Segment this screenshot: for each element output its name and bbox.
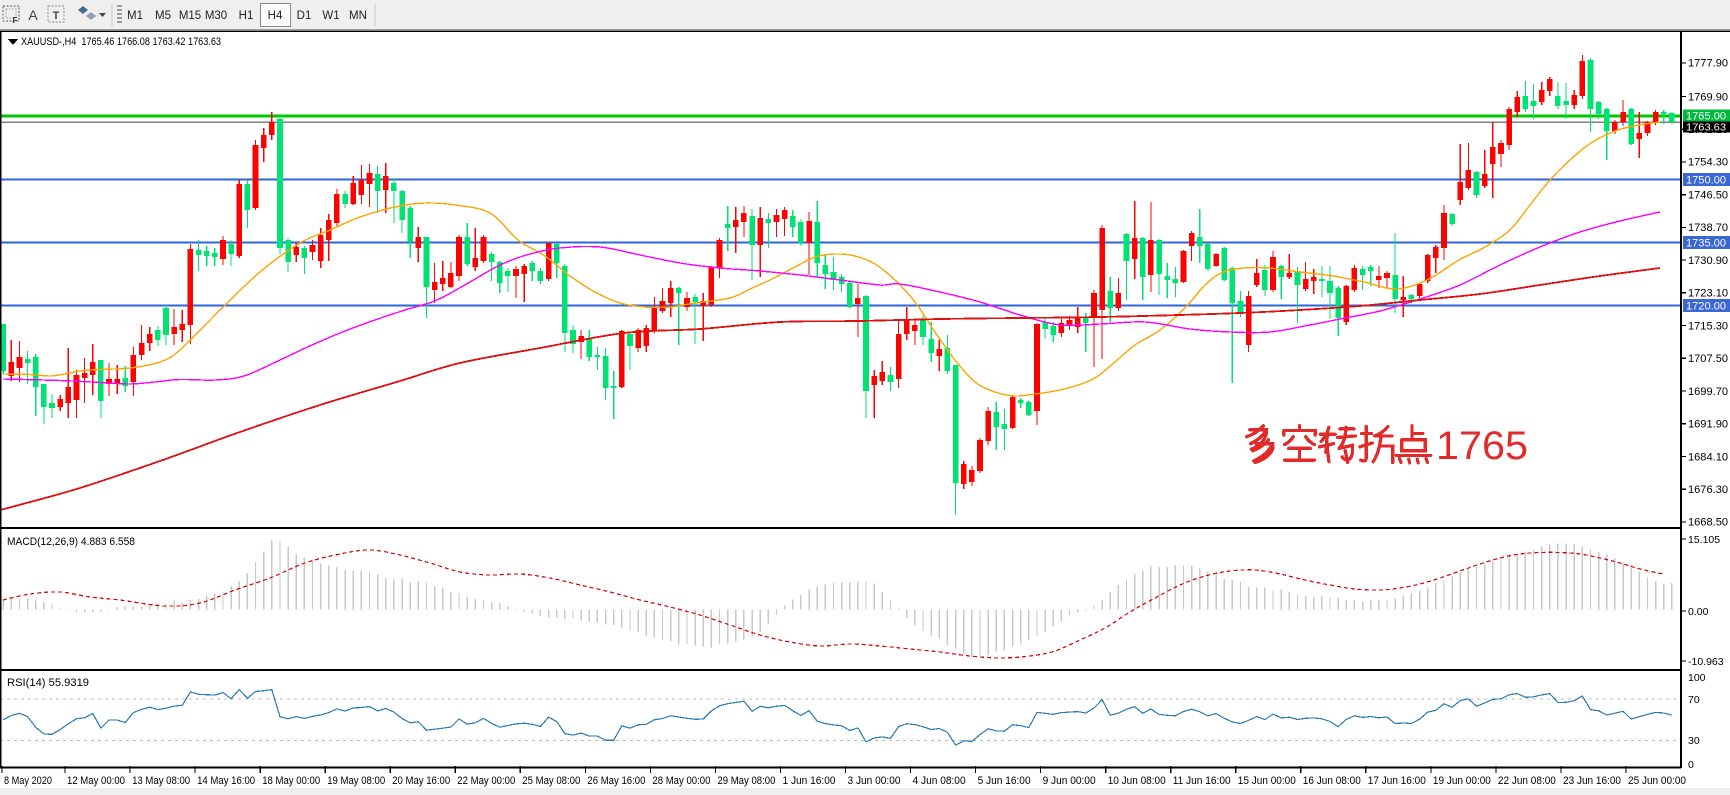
svg-text:-10.963: -10.963 [1688,656,1724,668]
svg-text:0.00: 0.00 [1688,606,1709,618]
svg-text:15.105: 15.105 [1688,534,1720,546]
svg-text:1765: 1765 [1436,424,1528,468]
svg-text:13 May 08:00: 13 May 08:00 [132,775,190,787]
svg-text:15 Jun 00:00: 15 Jun 00:00 [1238,775,1296,787]
svg-text:16 Jun 08:00: 16 Jun 08:00 [1303,775,1361,787]
svg-text:14 May 16:00: 14 May 16:00 [197,775,255,787]
svg-text:30: 30 [1688,735,1700,747]
svg-text:H4: H4 [268,10,283,22]
svg-text:T: T [53,10,60,22]
svg-text:1750.00: 1750.00 [1686,175,1726,187]
svg-text:29 May 08:00: 29 May 08:00 [717,775,775,787]
svg-text:1777.90: 1777.90 [1688,58,1728,70]
svg-text:1668.50: 1668.50 [1688,517,1728,529]
svg-text:1730.90: 1730.90 [1688,255,1728,267]
svg-text:1676.30: 1676.30 [1688,484,1728,496]
svg-text:1720.00: 1720.00 [1686,301,1726,313]
svg-text:8 May 2020: 8 May 2020 [4,775,52,787]
svg-text:1746.50: 1746.50 [1688,190,1728,202]
svg-text:100: 100 [1688,672,1706,684]
svg-text:9 Jun 00:00: 9 Jun 00:00 [1043,775,1096,787]
svg-text:1 Jun 16:00: 1 Jun 16:00 [783,775,836,787]
svg-text:23 Jun 16:00: 23 Jun 16:00 [1563,775,1621,787]
svg-text:4 Jun 08:00: 4 Jun 08:00 [913,775,966,787]
svg-text:12 May 00:00: 12 May 00:00 [67,775,125,787]
svg-text:RSI(14) 55.9319: RSI(14) 55.9319 [7,677,89,689]
svg-text:1765.00: 1765.00 [1686,111,1726,123]
svg-text:1769.90: 1769.90 [1688,91,1728,103]
svg-text:10 Jun 08:00: 10 Jun 08:00 [1108,775,1166,787]
svg-text:H1: H1 [239,10,254,22]
svg-text:3 Jun 00:00: 3 Jun 00:00 [848,775,901,787]
svg-text:22 May 00:00: 22 May 00:00 [457,775,515,787]
svg-text:1754.30: 1754.30 [1688,157,1728,169]
svg-text:1684.10: 1684.10 [1688,451,1728,463]
svg-text:19 May 08:00: 19 May 08:00 [327,775,385,787]
svg-text:F: F [13,16,18,25]
svg-text:17 Jun 16:00: 17 Jun 16:00 [1368,775,1426,787]
svg-text:D1: D1 [297,10,312,22]
svg-text:1699.70: 1699.70 [1688,386,1728,398]
svg-text:5 Jun 16:00: 5 Jun 16:00 [978,775,1031,787]
svg-text:26 May 16:00: 26 May 16:00 [587,775,645,787]
svg-text:28 May 00:00: 28 May 00:00 [652,775,710,787]
svg-text:1715.30: 1715.30 [1688,320,1728,332]
svg-text:M1: M1 [127,10,143,22]
svg-text:1707.50: 1707.50 [1688,353,1728,365]
svg-text:70: 70 [1688,694,1700,706]
svg-text:11 Jun 16:00: 11 Jun 16:00 [1173,775,1231,787]
svg-text:M15: M15 [179,10,201,22]
svg-text:MN: MN [349,10,367,22]
svg-text:22 Jun 08:00: 22 Jun 08:00 [1498,775,1556,787]
svg-text:25 May 08:00: 25 May 08:00 [522,775,580,787]
svg-text:19 Jun 00:00: 19 Jun 00:00 [1433,775,1491,787]
svg-text:W1: W1 [322,10,339,22]
svg-text:0: 0 [1688,759,1694,771]
svg-text:1738.70: 1738.70 [1688,222,1728,234]
svg-text:25 Jun 00:00: 25 Jun 00:00 [1628,775,1686,787]
svg-text:1763.63: 1763.63 [1686,122,1726,134]
svg-text:XAUUSD-,H4 1765.46 1766.08 17: XAUUSD-,H4 1765.46 1766.08 1763.42 1763.… [21,36,221,48]
svg-text:M30: M30 [205,10,227,22]
svg-text:A: A [28,7,38,23]
svg-text:1735.00: 1735.00 [1686,238,1726,250]
svg-text:M5: M5 [155,10,171,22]
svg-text:1723.10: 1723.10 [1688,288,1728,300]
svg-text:18 May 00:00: 18 May 00:00 [262,775,320,787]
svg-text:1691.90: 1691.90 [1688,419,1728,431]
svg-text:MACD(12,26,9) 4.883 6.558: MACD(12,26,9) 4.883 6.558 [7,536,135,548]
svg-text:20 May 16:00: 20 May 16:00 [392,775,450,787]
